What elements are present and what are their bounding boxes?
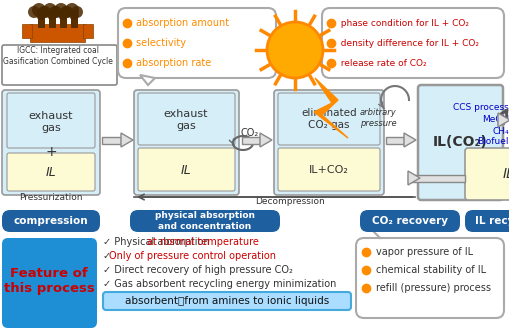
FancyBboxPatch shape bbox=[7, 153, 95, 191]
FancyBboxPatch shape bbox=[7, 93, 95, 148]
Text: Only of pressure control operation: Only of pressure control operation bbox=[109, 251, 275, 261]
Text: Biofuel: Biofuel bbox=[476, 138, 508, 147]
Text: IGCC: Integrated coal
Gasification Combined Cycle: IGCC: Integrated coal Gasification Combi… bbox=[3, 46, 112, 66]
FancyBboxPatch shape bbox=[2, 238, 97, 328]
Bar bbox=[30, 24, 85, 42]
FancyBboxPatch shape bbox=[2, 90, 100, 195]
Text: ✓ Direct recovery of high pressure CO₂: ✓ Direct recovery of high pressure CO₂ bbox=[103, 265, 292, 275]
Circle shape bbox=[28, 6, 40, 18]
Text: Decompression: Decompression bbox=[254, 196, 324, 206]
Text: Pressurization: Pressurization bbox=[19, 193, 82, 203]
Text: absorption amount: absorption amount bbox=[134, 18, 229, 28]
FancyBboxPatch shape bbox=[464, 148, 509, 200]
Text: refill (pressure) process: refill (pressure) process bbox=[373, 283, 490, 293]
Text: absorbent：from amines to ionic liquids: absorbent：from amines to ionic liquids bbox=[125, 296, 328, 306]
Text: physical absorption
and concentration: physical absorption and concentration bbox=[155, 211, 254, 231]
Text: exhaust
gas: exhaust gas bbox=[29, 111, 73, 133]
Circle shape bbox=[32, 3, 46, 17]
Text: vapor pressure of IL: vapor pressure of IL bbox=[373, 247, 472, 257]
Bar bbox=[385, 137, 403, 144]
Text: at normal temperature: at normal temperature bbox=[147, 237, 259, 247]
FancyBboxPatch shape bbox=[273, 90, 383, 195]
Circle shape bbox=[58, 10, 68, 20]
FancyBboxPatch shape bbox=[277, 148, 379, 191]
Text: IL(CO₂): IL(CO₂) bbox=[432, 135, 487, 149]
Polygon shape bbox=[140, 75, 155, 85]
Circle shape bbox=[50, 6, 62, 18]
FancyBboxPatch shape bbox=[464, 210, 509, 232]
Text: eliminated
CO₂ gas: eliminated CO₂ gas bbox=[301, 108, 356, 130]
Text: exhaust
gas: exhaust gas bbox=[163, 109, 208, 131]
Text: MeOH: MeOH bbox=[481, 115, 508, 124]
FancyBboxPatch shape bbox=[355, 238, 503, 318]
FancyBboxPatch shape bbox=[134, 90, 239, 195]
Bar bbox=[60, 10, 67, 28]
Text: CO₂ recovery: CO₂ recovery bbox=[371, 216, 447, 226]
Text: ✓ Gas absorbent recycling energy minimization: ✓ Gas absorbent recycling energy minimiz… bbox=[103, 279, 336, 289]
Bar bbox=[407, 175, 464, 182]
Circle shape bbox=[61, 6, 73, 18]
Bar bbox=[102, 137, 121, 144]
FancyBboxPatch shape bbox=[138, 148, 235, 191]
Polygon shape bbox=[314, 78, 347, 138]
Polygon shape bbox=[260, 133, 271, 147]
Circle shape bbox=[39, 6, 51, 18]
FancyBboxPatch shape bbox=[2, 45, 117, 85]
Bar bbox=[49, 10, 56, 28]
Text: IL: IL bbox=[45, 166, 56, 179]
Text: ✓ Physical absorption: ✓ Physical absorption bbox=[103, 237, 212, 247]
Circle shape bbox=[49, 6, 61, 18]
Text: compression: compression bbox=[14, 216, 88, 226]
Text: arbitrary
pressure: arbitrary pressure bbox=[359, 108, 396, 128]
FancyBboxPatch shape bbox=[277, 93, 379, 145]
FancyBboxPatch shape bbox=[103, 292, 350, 310]
FancyBboxPatch shape bbox=[359, 210, 459, 232]
Text: CH₄: CH₄ bbox=[491, 126, 508, 136]
Circle shape bbox=[71, 6, 83, 18]
Bar bbox=[83, 24, 93, 38]
Text: chemical stability of IL: chemical stability of IL bbox=[373, 265, 485, 275]
Text: IL: IL bbox=[180, 163, 191, 177]
Text: selectivity: selectivity bbox=[134, 38, 186, 48]
Text: IL: IL bbox=[502, 167, 509, 181]
Text: CCS process: CCS process bbox=[453, 104, 508, 113]
Circle shape bbox=[267, 22, 322, 78]
Circle shape bbox=[69, 10, 79, 20]
Circle shape bbox=[47, 10, 57, 20]
Circle shape bbox=[43, 3, 57, 17]
Text: absorption rate: absorption rate bbox=[134, 58, 211, 68]
Polygon shape bbox=[497, 113, 509, 127]
Text: IL+CO₂: IL+CO₂ bbox=[308, 165, 348, 175]
Circle shape bbox=[60, 6, 72, 18]
Bar bbox=[242, 137, 260, 144]
FancyBboxPatch shape bbox=[130, 210, 279, 232]
Circle shape bbox=[65, 3, 79, 17]
Text: ✓: ✓ bbox=[103, 251, 114, 261]
Bar bbox=[22, 24, 32, 38]
Text: density difference for IL + CO₂: density difference for IL + CO₂ bbox=[338, 39, 478, 48]
Bar bbox=[38, 10, 45, 28]
Text: release rate of CO₂: release rate of CO₂ bbox=[338, 58, 426, 68]
FancyBboxPatch shape bbox=[321, 8, 503, 78]
Polygon shape bbox=[407, 171, 419, 185]
Text: IL recycling: IL recycling bbox=[474, 216, 509, 226]
Text: phase condition for IL + CO₂: phase condition for IL + CO₂ bbox=[338, 18, 468, 27]
Text: CO₂: CO₂ bbox=[241, 128, 259, 138]
Circle shape bbox=[36, 10, 46, 20]
FancyBboxPatch shape bbox=[417, 85, 502, 200]
FancyBboxPatch shape bbox=[138, 93, 235, 145]
Polygon shape bbox=[121, 133, 133, 147]
Polygon shape bbox=[403, 133, 415, 147]
Circle shape bbox=[54, 3, 68, 17]
Text: Feature of
this process: Feature of this process bbox=[4, 267, 94, 295]
FancyBboxPatch shape bbox=[118, 8, 275, 78]
Circle shape bbox=[38, 6, 50, 18]
Text: +: + bbox=[45, 145, 56, 159]
Bar bbox=[71, 10, 78, 28]
Bar bbox=[497, 116, 503, 123]
FancyBboxPatch shape bbox=[2, 210, 100, 232]
